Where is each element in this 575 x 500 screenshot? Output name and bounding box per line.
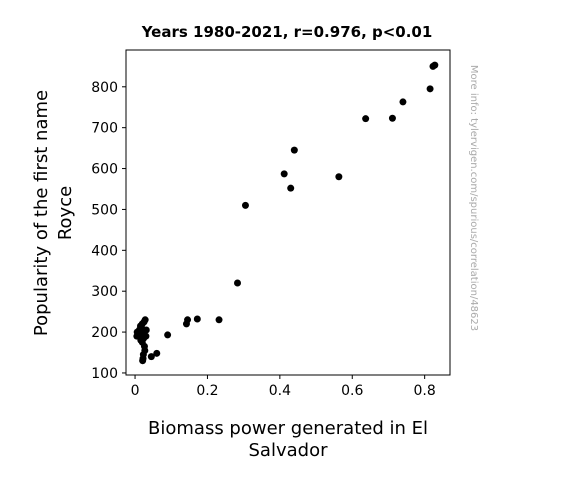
scatter-point <box>362 115 370 123</box>
scatter-point <box>184 316 192 324</box>
y-tick-label: 100 <box>91 366 118 382</box>
y-axis: 100 200 300 400 500 600 700 800 <box>91 80 126 382</box>
data-points <box>133 61 439 365</box>
scatter-point <box>193 315 201 323</box>
scatter-point <box>233 279 241 287</box>
scatter-point <box>290 146 298 154</box>
source-note: More info: tylervigen.com/spurious/corre… <box>468 65 479 331</box>
scatter-point <box>147 353 155 361</box>
x-axis: 0 0.2 0.4 0.6 0.8 <box>131 375 436 399</box>
x-tick-label: 0.4 <box>269 383 291 399</box>
scatter-point <box>142 332 150 340</box>
y-tick-label: 300 <box>91 284 118 300</box>
scatter-point <box>280 170 288 178</box>
scatter-point <box>137 336 145 344</box>
scatter-point <box>426 85 434 93</box>
x-tick-label: 0.6 <box>341 383 363 399</box>
scatter-point <box>164 331 172 339</box>
scatter-point <box>139 351 147 359</box>
scatter-point <box>287 184 295 192</box>
x-axis-label-line-1: Biomass power generated in El <box>148 418 428 439</box>
scatter-point <box>399 98 407 106</box>
y-tick-label: 200 <box>91 325 118 341</box>
y-tick-label: 500 <box>91 202 118 218</box>
scatter-point <box>241 201 249 209</box>
y-axis-label-line-1: Popularity of the first name <box>31 90 52 336</box>
y-tick-label: 600 <box>91 162 118 178</box>
scatter-point <box>388 114 396 122</box>
plot-frame <box>125 49 451 376</box>
scatter-point <box>215 316 223 324</box>
y-tick-label: 700 <box>91 121 118 137</box>
y-tick-label: 400 <box>91 243 118 259</box>
y-tick-label: 800 <box>91 80 118 96</box>
scatter-point <box>431 61 439 69</box>
scatter-point <box>142 326 150 334</box>
x-tick-label: 0.2 <box>196 383 218 399</box>
scatter-point <box>335 173 343 181</box>
x-axis-label-line-2: Salvador <box>249 440 329 461</box>
y-axis-label-line-2: Royce <box>55 186 76 240</box>
scatter-point <box>141 316 149 324</box>
x-tick-label: 0.8 <box>414 383 436 399</box>
scatter-point <box>153 349 161 357</box>
x-tick-label: 0 <box>131 383 140 399</box>
chart-title: Years 1980-2021, r=0.976, p<0.01 <box>141 23 433 41</box>
